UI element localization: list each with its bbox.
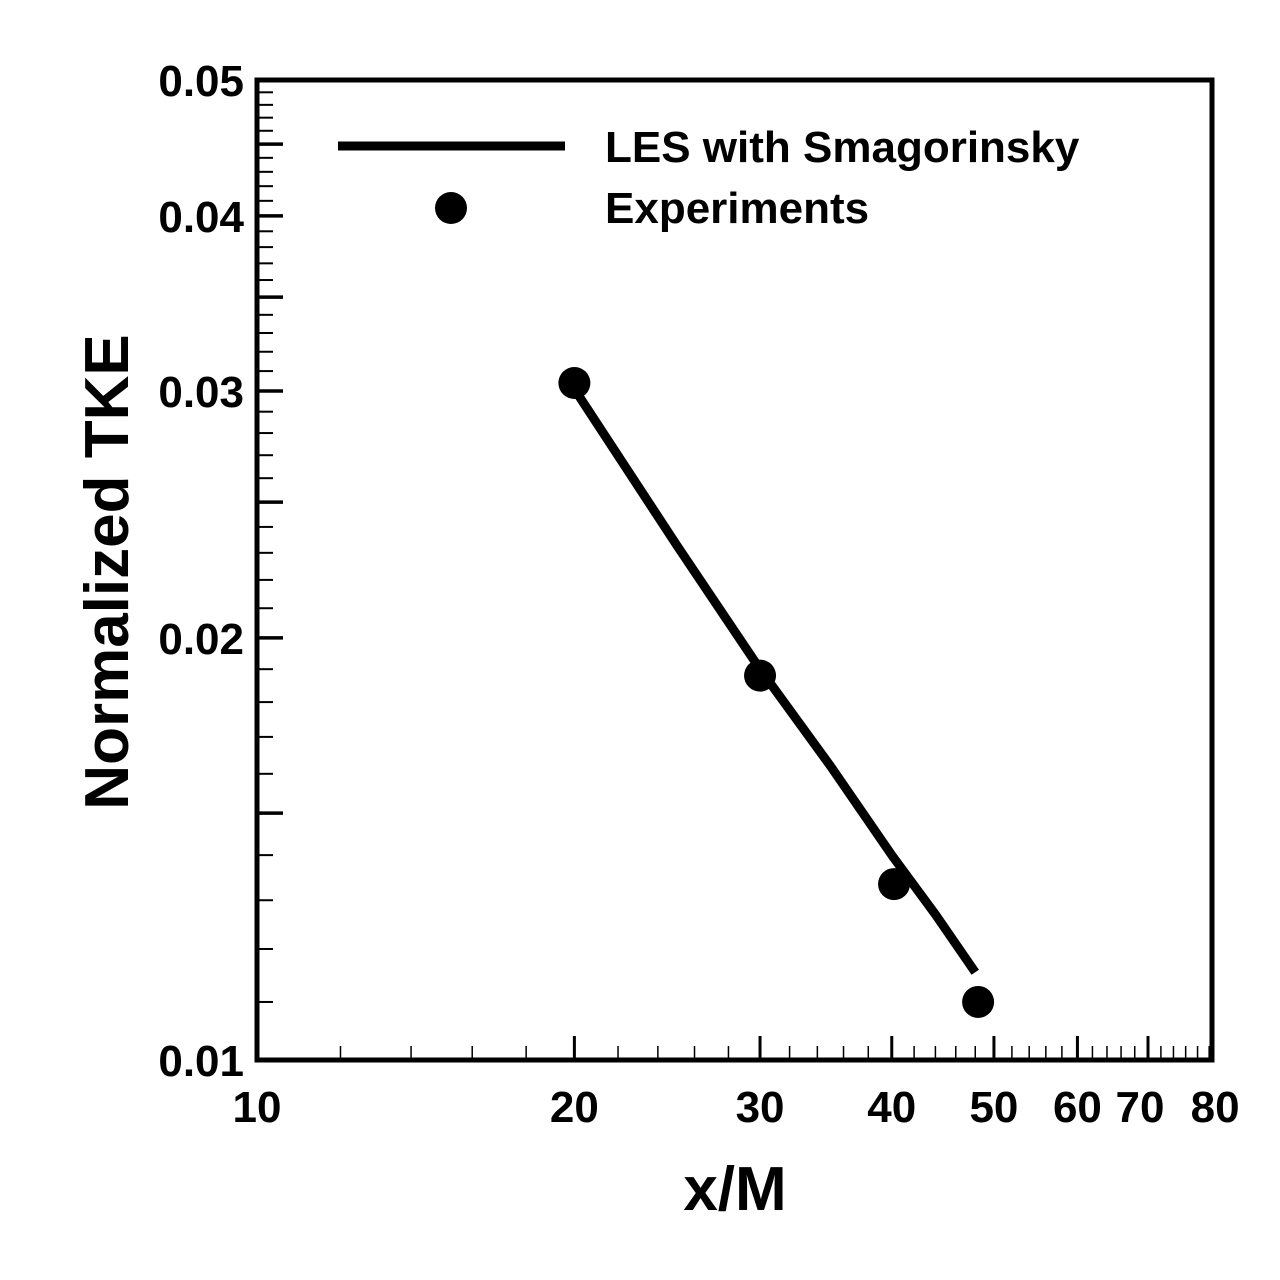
experiment-point <box>744 659 777 692</box>
x-tick-label: 50 <box>969 1083 1018 1132</box>
y-tick-labels: 0.01 0.02 0.03 0.04 0.05 <box>158 57 244 1086</box>
series-layer <box>558 366 995 1018</box>
x-axis-title: x/M <box>683 1155 786 1224</box>
experiment-point <box>878 868 911 901</box>
y-tick-label: 0.05 <box>158 57 244 106</box>
legend-marker-swatch <box>435 192 467 224</box>
y-tick-label: 0.04 <box>158 193 244 242</box>
legend-label-les: LES with Smagorinsky <box>605 123 1080 172</box>
legend: LES with Smagorinsky Experiments <box>338 123 1080 233</box>
x-tick-labels: 10 20 30 40 50 60 70 80 <box>233 1083 1240 1132</box>
x-tick-label: 30 <box>736 1083 785 1132</box>
x-tick-label: 80 <box>1191 1083 1240 1132</box>
x-tick-label: 70 <box>1116 1083 1165 1132</box>
axis-ticks <box>257 91 1210 1060</box>
les-smagorinsky-line <box>570 386 979 975</box>
plot-frame <box>254 77 1215 1063</box>
y-axis-title: Normalized TKE <box>73 334 142 809</box>
experiment-point <box>962 985 995 1018</box>
y-tick-label: 0.01 <box>158 1037 244 1086</box>
x-tick-label: 20 <box>550 1083 599 1132</box>
x-tick-label: 10 <box>233 1083 282 1132</box>
legend-label-experiments: Experiments <box>605 184 869 233</box>
experiment-point <box>558 366 591 399</box>
x-tick-label: 40 <box>867 1083 916 1132</box>
x-tick-label: 60 <box>1053 1083 1102 1132</box>
y-tick-label: 0.03 <box>158 368 244 417</box>
y-tick-label: 0.02 <box>158 615 244 664</box>
